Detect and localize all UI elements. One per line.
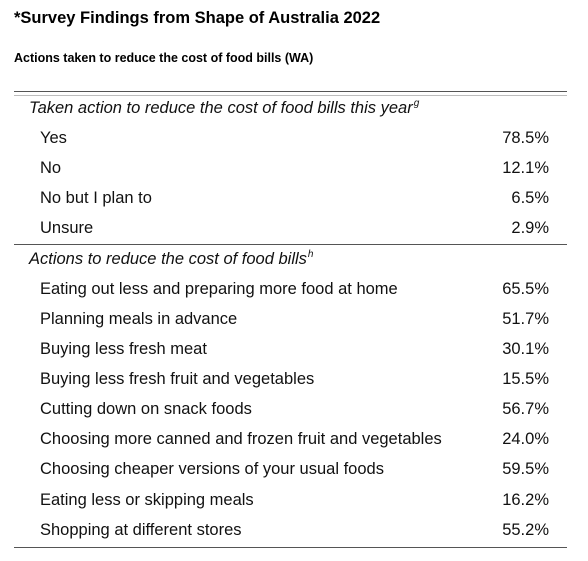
section-heading-actions: Actions to reduce the cost of food bills…	[29, 249, 313, 269]
row-label: Cutting down on snack foods	[40, 400, 252, 418]
row-label: Eating out less and preparing more food …	[40, 280, 398, 298]
row-label: Planning meals in advance	[40, 310, 238, 328]
table-row: Cutting down on snack foods 56.7%	[0, 395, 588, 425]
row-value: 12.1%	[502, 159, 549, 177]
footnote-marker: h	[307, 249, 314, 260]
table-row: Yes 78.5%	[0, 124, 588, 154]
table-row: Choosing more canned and frozen fruit an…	[0, 425, 588, 455]
page-title: *Survey Findings from Shape of Australia…	[14, 9, 381, 27]
table-caption: Actions taken to reduce the cost of food…	[14, 51, 314, 65]
row-label: Yes	[40, 129, 67, 147]
row-value: 2.9%	[511, 219, 549, 237]
table-row: Planning meals in advance 51.7%	[0, 305, 588, 335]
row-label: No	[40, 159, 62, 177]
row-label: Buying less fresh meat	[40, 340, 207, 358]
table-top-rule	[14, 91, 567, 92]
table-row: No but I plan to 6.5%	[0, 184, 588, 214]
row-value: 78.5%	[502, 129, 549, 147]
table-row: Eating out less and preparing more food …	[0, 275, 588, 305]
row-value: 24.0%	[502, 430, 549, 448]
table-top-rule-secondary	[14, 95, 567, 96]
section-heading-text: Taken action to reduce the cost of food …	[29, 99, 413, 117]
row-label: Choosing more canned and frozen fruit an…	[40, 430, 442, 448]
row-value: 56.7%	[502, 400, 549, 418]
row-label: Shopping at different stores	[40, 521, 242, 539]
row-label: Buying less fresh fruit and vegetables	[40, 370, 315, 388]
table-row: Eating less or skipping meals 16.2%	[0, 486, 588, 516]
row-value: 51.7%	[502, 310, 549, 328]
row-label: No but I plan to	[40, 189, 152, 207]
row-value: 16.2%	[502, 491, 549, 509]
row-label: Unsure	[40, 219, 94, 237]
row-label: Eating less or skipping meals	[40, 491, 254, 509]
table-row: Shopping at different stores 55.2%	[0, 516, 588, 546]
table-row: Choosing cheaper versions of your usual …	[0, 455, 588, 485]
footnote-marker: g	[413, 98, 420, 109]
row-value: 6.5%	[511, 189, 549, 207]
table-row: Buying less fresh meat 30.1%	[0, 335, 588, 365]
table-row: No 12.1%	[0, 154, 588, 184]
row-value: 30.1%	[502, 340, 549, 358]
section-heading-text: Actions to reduce the cost of food bills	[29, 250, 307, 268]
section-heading-action-taken: Taken action to reduce the cost of food …	[29, 98, 419, 118]
row-value: 59.5%	[502, 460, 549, 478]
table-row: Unsure 2.9%	[0, 214, 588, 244]
row-value: 55.2%	[502, 521, 549, 539]
table-bottom-rule	[14, 547, 567, 548]
table-row: Buying less fresh fruit and vegetables 1…	[0, 365, 588, 395]
row-value: 15.5%	[502, 370, 549, 388]
section-divider	[14, 244, 567, 245]
row-value: 65.5%	[502, 280, 549, 298]
row-label: Choosing cheaper versions of your usual …	[40, 460, 384, 478]
